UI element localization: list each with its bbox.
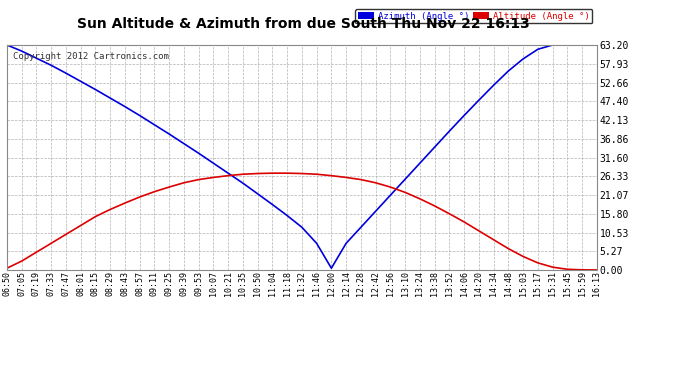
Text: Copyright 2012 Cartronics.com: Copyright 2012 Cartronics.com [13,52,168,61]
Legend: Azimuth (Angle °), Altitude (Angle °): Azimuth (Angle °), Altitude (Angle °) [355,9,592,23]
Text: Sun Altitude & Azimuth from due South Thu Nov 22 16:13: Sun Altitude & Azimuth from due South Th… [77,17,530,31]
